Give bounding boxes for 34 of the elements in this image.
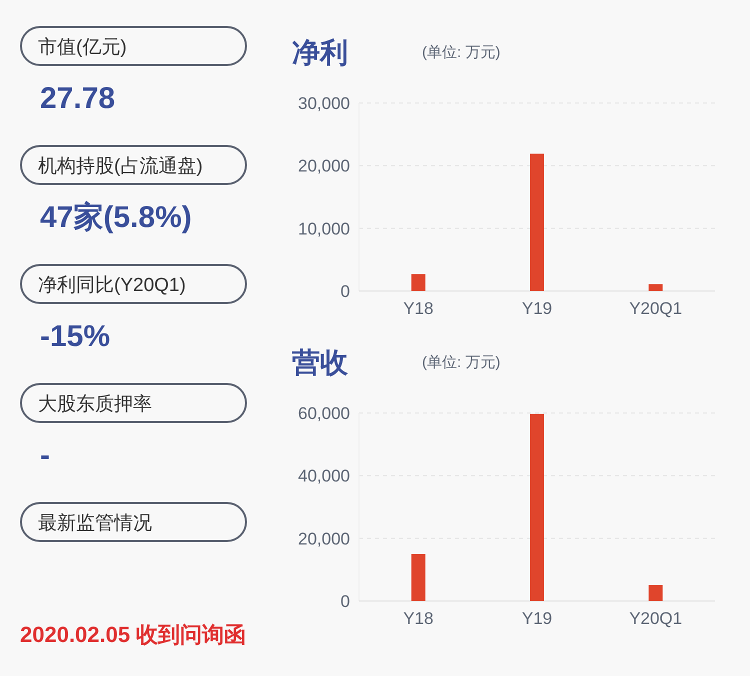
text: 净利同比(Y20Q1) (38, 275, 186, 296)
text: 机构持股(占流通盘) (38, 155, 203, 177)
chart-subtitle: (单位: 万元) (422, 354, 500, 371)
bar (648, 284, 663, 291)
x-tick-label: Y20Q1 (629, 609, 682, 628)
y-tick-label: 20,000 (298, 529, 350, 548)
y-tick-label: 0 (340, 592, 350, 611)
y-tick-label: 20,000 (298, 156, 350, 176)
x-tick-label: Y18 (403, 609, 434, 628)
chart-title: 营收 (291, 347, 349, 378)
y-tick-label: 10,000 (298, 219, 350, 238)
y-tick-label: 0 (340, 282, 350, 301)
x-tick-label: Y20Q1 (629, 299, 682, 318)
chart-title: 净利 (292, 37, 348, 68)
y-tick-label: 40,000 (298, 466, 350, 486)
text: 27.78 (40, 82, 116, 115)
bar (411, 554, 426, 601)
text: 最新监管情况 (38, 512, 152, 534)
x-tick-label: Y19 (522, 609, 552, 628)
text: - (40, 439, 50, 472)
text: 大股东质押率 (38, 393, 152, 415)
x-tick-label: Y19 (522, 299, 552, 318)
y-tick-label: 60,000 (298, 404, 350, 423)
bar (648, 585, 663, 601)
chart-subtitle: (单位: 万元) (422, 44, 500, 61)
y-tick-label: 30,000 (298, 94, 350, 113)
bar (411, 274, 426, 291)
text: -15% (40, 320, 110, 353)
text: 2020.02.05 收到问询函 (20, 622, 246, 647)
text: 市值(亿元) (38, 36, 127, 58)
x-tick-label: Y18 (403, 299, 434, 318)
bar (530, 154, 544, 291)
text: 47家(5.8%) (40, 200, 192, 234)
bar (530, 414, 544, 601)
